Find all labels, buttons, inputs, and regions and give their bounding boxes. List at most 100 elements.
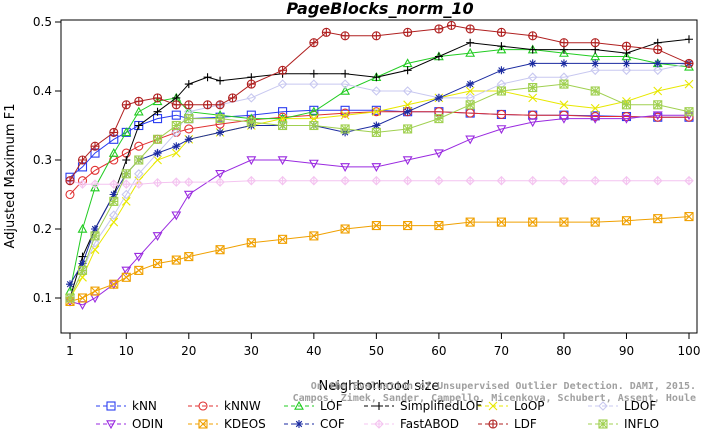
- data-point: [66, 280, 74, 289]
- legend-item-kNNW: kNNW: [188, 399, 261, 413]
- x-tick-label: 50: [369, 344, 384, 358]
- x-tick-label: 30: [244, 344, 259, 358]
- data-point: [121, 100, 131, 110]
- data-point: [171, 100, 181, 110]
- series-line: [69, 62, 689, 285]
- legend-marker: [106, 420, 116, 430]
- data-point: [402, 156, 413, 166]
- data-point: [153, 155, 162, 165]
- y-tick-label: 0.1: [33, 291, 52, 305]
- data-point: [171, 177, 182, 187]
- data-point: [184, 100, 194, 110]
- data-point: [171, 120, 181, 131]
- data-point: [215, 114, 225, 124]
- legend-item-SimplifiedLOF: SimplifiedLOF: [364, 399, 482, 413]
- data-point: [496, 175, 507, 186]
- legend-marker: [295, 420, 303, 428]
- x-tick-label: 90: [619, 344, 634, 358]
- data-point: [685, 35, 693, 44]
- x-tick-label: 10: [119, 344, 134, 358]
- data-point: [653, 45, 663, 55]
- data-point: [278, 234, 288, 244]
- x-tick-label: 70: [494, 344, 509, 358]
- data-point: [446, 20, 456, 31]
- data-point: [309, 79, 319, 89]
- series-INFLO: [65, 79, 694, 303]
- data-point: [434, 93, 443, 102]
- data-point: [77, 265, 88, 275]
- data-point: [371, 175, 382, 186]
- data-point: [652, 111, 663, 121]
- data-point: [171, 127, 182, 138]
- series-LDF: [65, 20, 694, 186]
- x-tick-label: 80: [556, 344, 571, 358]
- data-point: [90, 286, 100, 296]
- data-point: [246, 238, 256, 248]
- data-point: [621, 175, 632, 186]
- data-point: [121, 179, 132, 189]
- data-point: [134, 179, 144, 189]
- data-point: [216, 76, 225, 85]
- data-point: [465, 86, 475, 96]
- data-point: [465, 135, 476, 145]
- data-point: [340, 31, 350, 41]
- data-point: [621, 114, 632, 124]
- data-point: [184, 135, 193, 144]
- legend-item-COF: COF: [284, 417, 345, 431]
- data-point: [340, 85, 351, 95]
- data-point: [108, 179, 119, 189]
- data-point: [433, 149, 444, 159]
- data-point: [496, 217, 506, 227]
- data-point: [559, 79, 569, 89]
- legend: kNN kNNW LOF SimplifiedLOF LoOP LDOF ODIN KDEOS…: [96, 399, 659, 431]
- series-SimplifiedLOF: [66, 35, 693, 302]
- watermark-line2: Campos, Zimek, Sander, Campello, Micenko…: [293, 392, 696, 404]
- data-point: [172, 142, 181, 151]
- data-point: [121, 272, 131, 282]
- x-tick-label: 60: [431, 344, 446, 358]
- data-point: [203, 100, 213, 110]
- y-axis: 0.1 0.2 0.3 0.4 0.5: [33, 15, 61, 305]
- data-point: [77, 179, 88, 189]
- legend-label: KDEOS: [224, 417, 266, 431]
- series-line: [69, 62, 690, 299]
- data-point: [465, 175, 475, 186]
- data-point: [371, 31, 381, 41]
- data-point: [466, 38, 475, 47]
- data-point: [371, 127, 381, 137]
- series-line: [69, 49, 690, 292]
- legend-label: LOF: [320, 399, 343, 413]
- data-point: [621, 41, 632, 51]
- data-point: [559, 175, 569, 186]
- data-point: [309, 105, 319, 115]
- x-tick-label: 40: [306, 344, 321, 358]
- data-point: [340, 110, 350, 120]
- data-point: [184, 177, 194, 187]
- data-point: [278, 120, 288, 131]
- data-point: [528, 45, 537, 54]
- data-point: [308, 106, 319, 116]
- legend-label: LDF: [514, 417, 537, 431]
- legend-marker: [598, 401, 608, 411]
- data-point: [496, 109, 506, 120]
- data-point: [309, 69, 318, 78]
- legend-item-ODIN: ODIN: [96, 417, 163, 431]
- data-point: [341, 69, 350, 78]
- data-point: [108, 147, 119, 157]
- watermark-line1: On the Evaluation of Unsupervised Outlie…: [311, 380, 696, 392]
- data-point: [371, 107, 381, 117]
- legend-item-LDOF: LDOF: [588, 399, 656, 413]
- chart-title: PageBlocks_norm_10: [286, 0, 473, 18]
- data-point: [215, 170, 225, 179]
- data-point: [465, 100, 475, 110]
- legend-marker: [106, 401, 116, 411]
- data-point: [171, 211, 182, 221]
- data-point: [321, 27, 331, 37]
- series-FastABOD: [65, 175, 694, 189]
- legend-item-LDF: LDF: [478, 417, 537, 431]
- data-point: [621, 216, 632, 226]
- data-point: [590, 175, 600, 186]
- data-point: [403, 66, 412, 75]
- legend-label: COF: [320, 417, 345, 431]
- data-point: [528, 59, 537, 68]
